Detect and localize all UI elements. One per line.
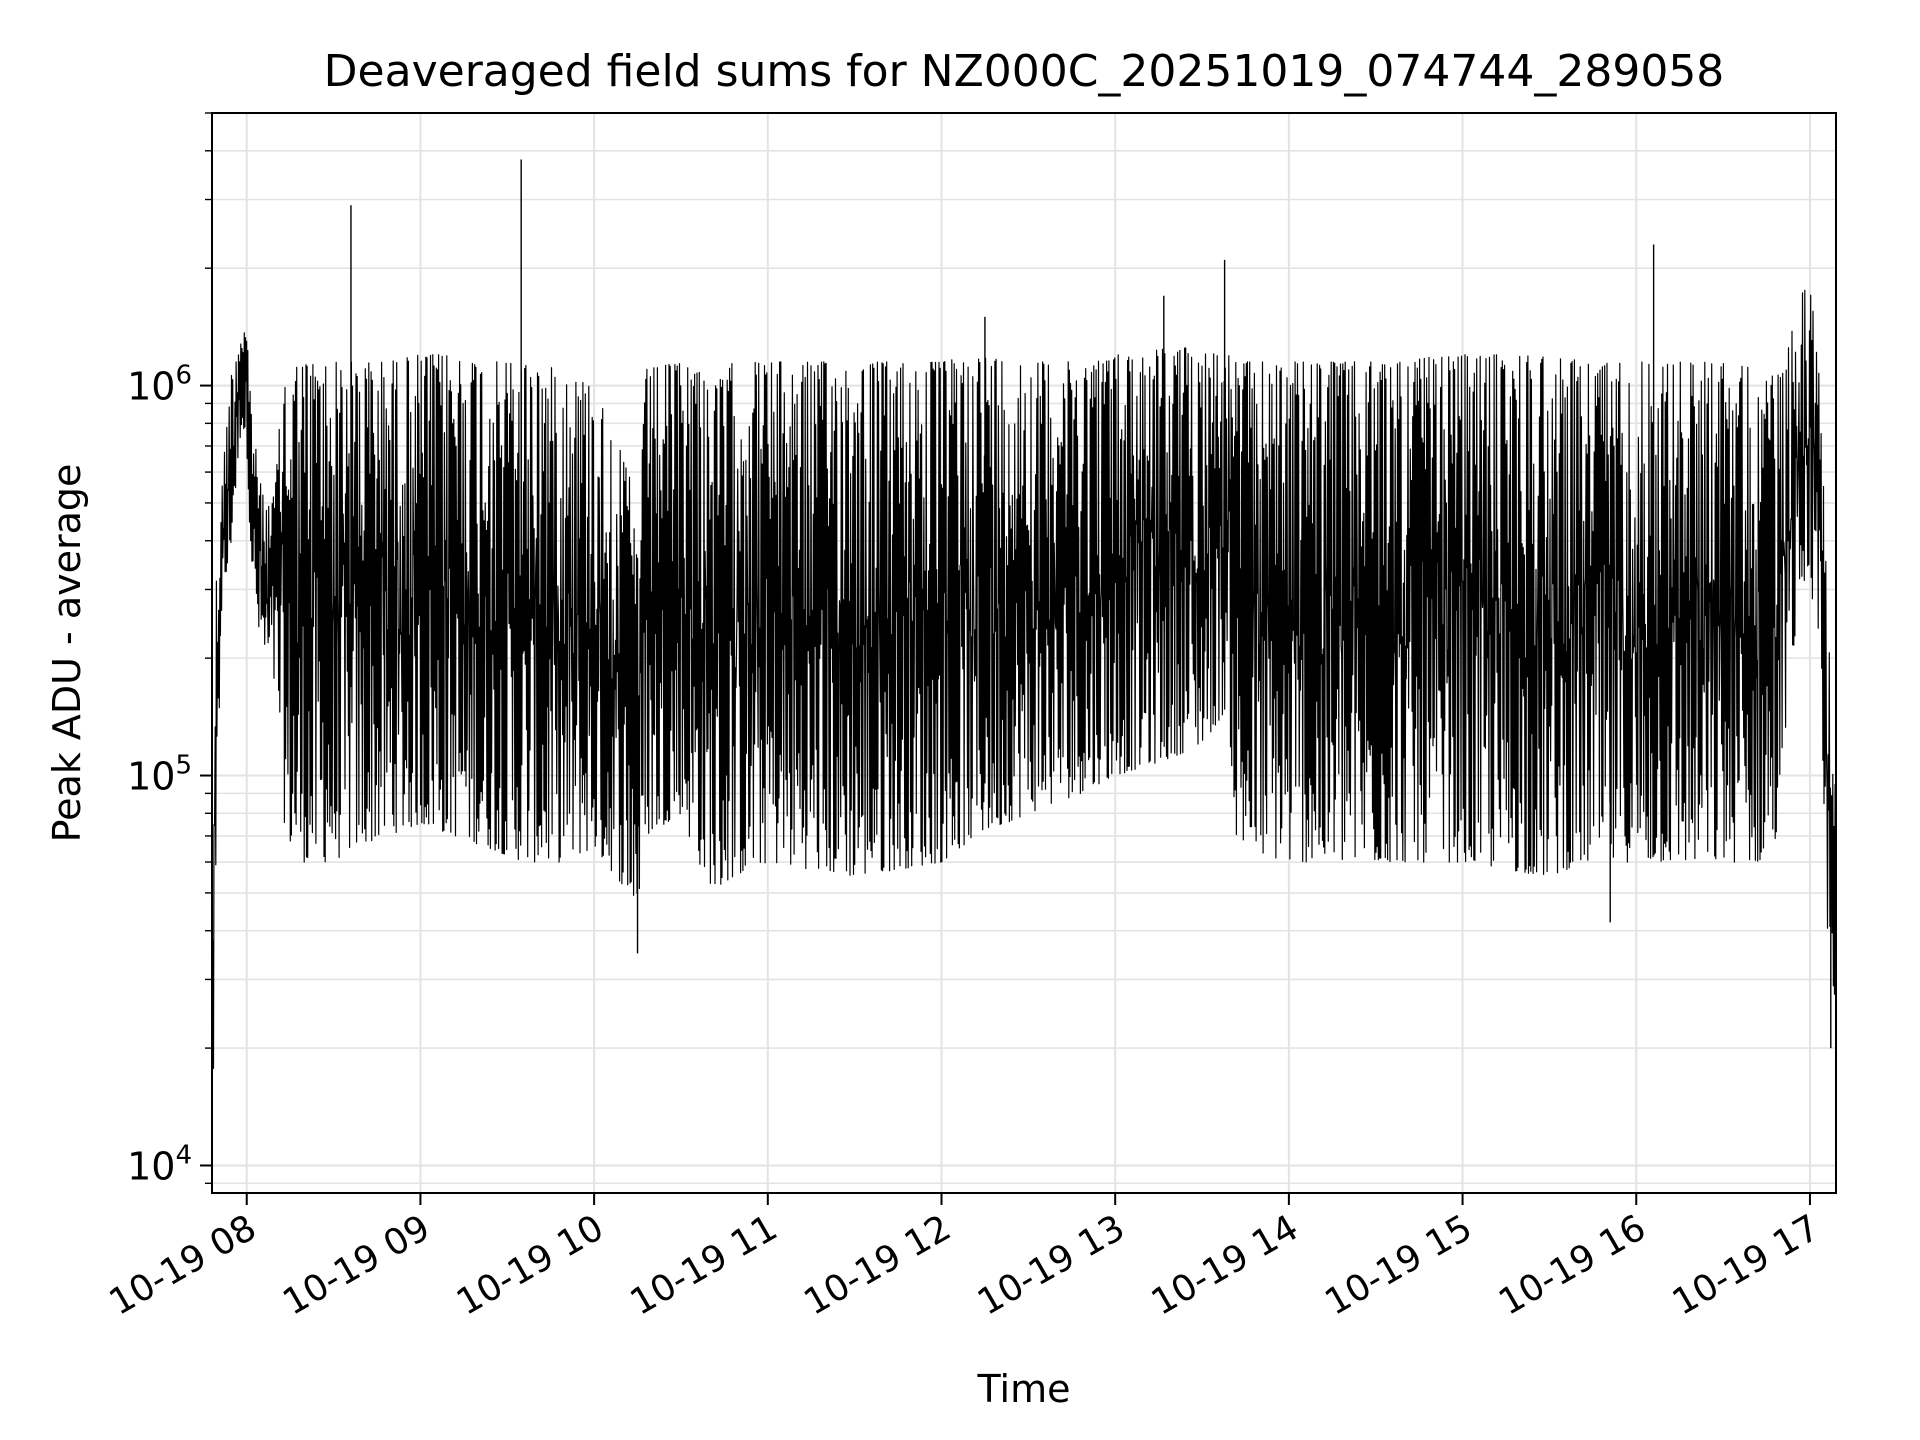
y-tick-label: 106	[127, 361, 192, 409]
y-tick-label: 104	[127, 1140, 192, 1188]
plot-frame	[211, 112, 1837, 1194]
y-tick-exponent: 6	[175, 361, 192, 391]
y-tick-label: 105	[127, 751, 192, 799]
y-tick-base: 10	[127, 365, 175, 409]
series-line	[212, 289, 1836, 1069]
chart-title: Deaveraged field sums for NZ000C_2025101…	[324, 46, 1725, 97]
y-tick-exponent: 5	[175, 751, 192, 781]
y-tick-base: 10	[127, 755, 175, 799]
y-tick-base: 10	[127, 1144, 175, 1188]
y-axis-label: Peak ADU - average	[45, 464, 89, 843]
y-tick-exponent: 4	[175, 1140, 192, 1170]
x-axis-label: Time	[977, 1367, 1071, 1411]
